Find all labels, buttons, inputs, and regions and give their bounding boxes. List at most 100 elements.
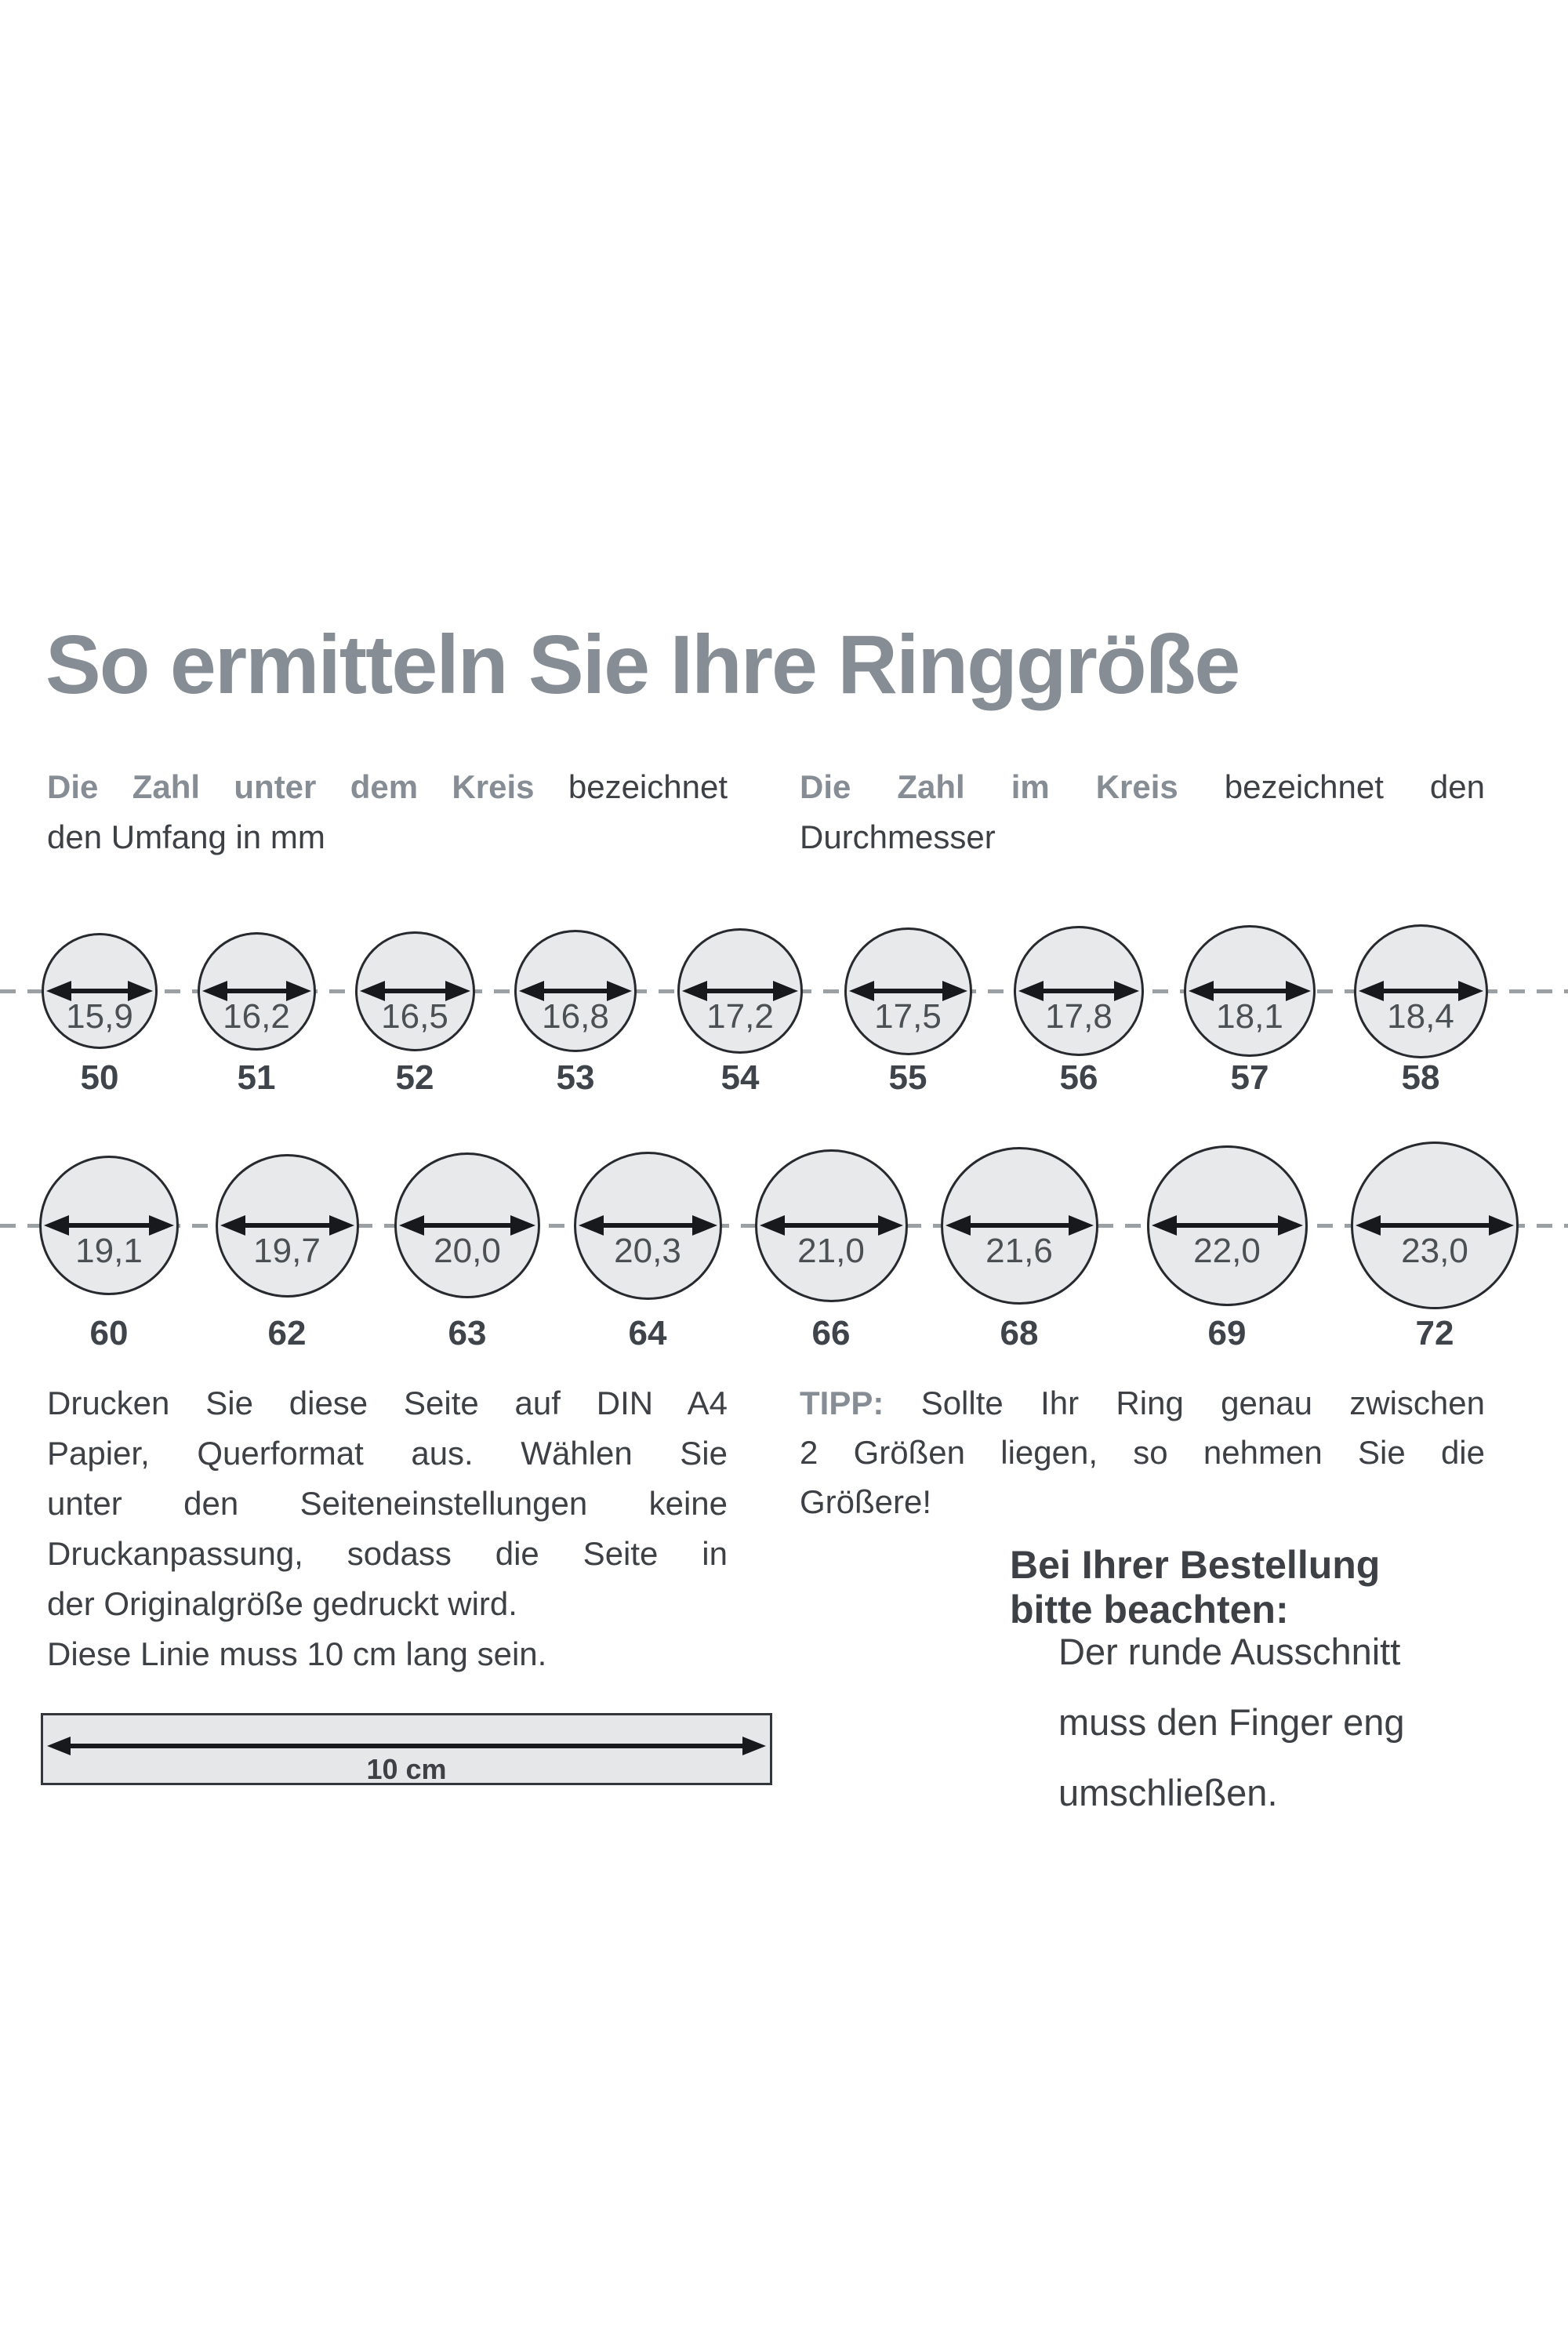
arrowhead-right-icon [1457, 981, 1483, 1001]
ruler-arrow-bar [70, 1744, 743, 1748]
circumference-label: 52 [395, 1058, 434, 1097]
diameter-arrow [954, 1223, 1084, 1228]
diameter-label: 15,9 [66, 997, 133, 1036]
order-note-heading: Bei Ihrer Bestellung bitte beachten: [1010, 1543, 1496, 1632]
arrowhead-right-icon [942, 981, 967, 1001]
ring-circle: 15,9 [42, 933, 158, 1049]
diameter-arrow [56, 989, 143, 993]
circumference-label: 64 [628, 1314, 667, 1352]
print-instructions-line: der Originalgröße gedruckt wird. [47, 1585, 517, 1622]
arrowhead-left-icon [399, 1215, 424, 1236]
tip-lead: TIPP: [800, 1385, 884, 1421]
arrowhead-right-icon [1286, 981, 1311, 1001]
diameter-arrow [528, 989, 622, 993]
diameter-label: 17,5 [874, 997, 942, 1036]
intro-left-line2: den Umfang in mm [47, 818, 325, 855]
circumference-label: 63 [448, 1314, 487, 1352]
ring-circle: 21,0 [754, 1149, 908, 1302]
diameter-label: 22,0 [1193, 1232, 1261, 1270]
arrowhead-right-icon [128, 981, 153, 1001]
diameter-label: 23,0 [1401, 1232, 1468, 1270]
ring-circle: 20,0 [394, 1152, 540, 1298]
arrowhead-right-icon [285, 981, 311, 1001]
print-instructions-line: Diese Linie muss 10 cm lang sein. [47, 1635, 547, 1672]
order-note-body-line2: muss den Finger eng [1058, 1701, 1405, 1743]
arrowhead-right-icon [510, 1215, 535, 1236]
diameter-label: 18,4 [1387, 997, 1454, 1036]
diameter-arrow [858, 989, 958, 993]
arrowhead-right-icon [773, 981, 798, 1001]
ring-circle: 17,2 [677, 928, 803, 1054]
diameter-arrow [368, 989, 461, 993]
diameter-label: 17,8 [1045, 997, 1112, 1036]
page-title: So ermitteln Sie Ihre Ringgröße [45, 619, 1240, 711]
diameter-arrow [768, 1223, 894, 1228]
diameter-label: 21,6 [985, 1232, 1053, 1270]
diameter-label: 21,0 [797, 1232, 865, 1270]
diameter-label: 20,0 [434, 1232, 501, 1270]
arrowhead-right-icon [1489, 1215, 1514, 1236]
arrowhead-left-icon [359, 981, 385, 1001]
circumference-label: 56 [1059, 1058, 1098, 1097]
arrowhead-left-icon [759, 1215, 785, 1236]
arrowhead-left-icon [519, 981, 544, 1001]
diameter-arrow [691, 989, 789, 993]
ring-circle: 22,0 [1146, 1145, 1308, 1306]
tip-note: TIPP: Sollte Ihr Ring genau zwischen 2 G… [800, 1378, 1485, 1526]
intro-left-line1: Die Zahl unter dem Kreis bezeichnet [47, 762, 728, 812]
print-instructions-line: Papier, Querformat aus. Wählen Sie [47, 1435, 728, 1472]
arrowhead-right-icon [742, 1737, 766, 1755]
circumference-label: 68 [1000, 1314, 1039, 1352]
arrowhead-left-icon [1356, 1215, 1381, 1236]
arrowhead-left-icon [945, 1215, 971, 1236]
arrowhead-right-icon [149, 1215, 174, 1236]
intro-right-rest: bezeichnet den [1224, 768, 1485, 805]
ring-circle: 16,5 [354, 931, 475, 1051]
ten-cm-ruler: 10 cm [41, 1713, 772, 1785]
circumference-label: 55 [888, 1058, 927, 1097]
ring-circle: 17,8 [1014, 926, 1144, 1056]
ring-circle: 23,0 [1351, 1142, 1519, 1309]
diameter-label: 18,1 [1216, 997, 1283, 1036]
circumference-label: 51 [237, 1058, 276, 1097]
ring-circle: 17,5 [844, 927, 972, 1055]
diameter-label: 19,1 [75, 1232, 143, 1270]
diameter-label: 19,7 [253, 1232, 321, 1270]
intro-left-rest: bezeichnet [568, 768, 728, 805]
arrowhead-left-icon [44, 1215, 69, 1236]
diameter-arrow [1367, 989, 1474, 993]
ruler-label: 10 cm [366, 1753, 447, 1785]
print-instructions-line: Druckanpassung, sodass die Seite in [47, 1535, 728, 1572]
circumference-label: 62 [267, 1314, 307, 1352]
arrowhead-left-icon [1358, 981, 1384, 1001]
ring-circle: 20,3 [573, 1151, 722, 1300]
intro-right-line2: Durchmesser [800, 818, 996, 855]
circumference-label: 50 [80, 1058, 119, 1097]
intro-right-lead: Die Zahl im Kreis [800, 768, 1178, 805]
order-note-heading-line2: bitte beachten: [1010, 1588, 1289, 1632]
arrowhead-left-icon [1018, 981, 1044, 1001]
print-instructions: Drucken Sie diese Seite auf DIN A4 Papie… [47, 1378, 728, 1679]
tip-line1: TIPP: Sollte Ihr Ring genau zwischen [800, 1378, 1485, 1428]
tip-line2: 2 Größen liegen, so nehmen Sie die [800, 1434, 1485, 1471]
diameter-arrow [408, 1223, 526, 1228]
circumference-label: 57 [1230, 1058, 1269, 1097]
arrowhead-left-icon [578, 1215, 604, 1236]
arrowhead-left-icon [1189, 981, 1214, 1001]
ring-circle: 19,1 [39, 1156, 179, 1295]
diameter-arrow [229, 1223, 345, 1228]
circumference-label: 72 [1415, 1314, 1454, 1352]
diameter-arrow [53, 1223, 165, 1228]
circumference-label: 66 [811, 1314, 851, 1352]
arrowhead-right-icon [328, 1215, 354, 1236]
arrowhead-left-icon [848, 981, 874, 1001]
arrowhead-left-icon [682, 981, 707, 1001]
order-note-body-line1: Der runde Ausschnitt [1058, 1631, 1401, 1672]
tip-line1-rest: Sollte Ihr Ring genau zwischen [920, 1385, 1485, 1421]
ring-circle: 16,2 [197, 931, 316, 1051]
diameter-label: 16,5 [381, 997, 448, 1036]
circumference-label: 58 [1401, 1058, 1440, 1097]
intro-diameter-note: Die Zahl im Kreis bezeichnet den Durchme… [800, 762, 1485, 862]
order-note-body: Der runde Ausschnitt muss den Finger eng… [1058, 1617, 1505, 1828]
